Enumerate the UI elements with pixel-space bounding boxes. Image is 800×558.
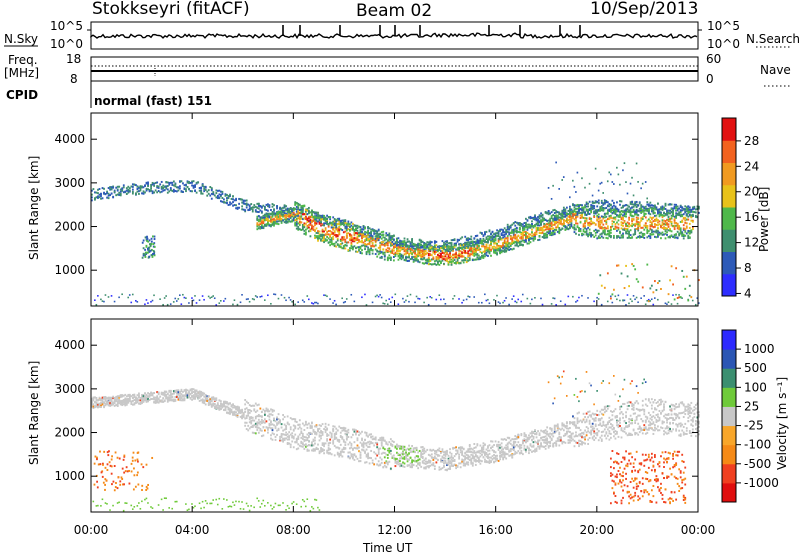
velocity-cbar-tick: -100	[744, 438, 771, 452]
velocity-cbar-tick: 25	[744, 399, 759, 413]
xtick-label: 04:00	[175, 523, 210, 537]
ytick-label: 1000	[54, 469, 85, 483]
beam-title: Beam 02	[356, 1, 432, 21]
freq-tick-high: 18	[66, 52, 81, 66]
power-cbar-tick: 8	[744, 261, 752, 275]
ytick-label: 3000	[54, 382, 85, 396]
cpid-panel: normal (fast) 151	[91, 81, 212, 108]
xtick-label: 16:00	[478, 523, 513, 537]
velocity-colorbar-label: Velocity [m s⁻¹]	[775, 377, 789, 470]
xtick-label: 12:00	[377, 523, 412, 537]
velocity-ylabel: Slant Range [km]	[27, 361, 41, 465]
power-cbar-tick: 4	[744, 286, 752, 300]
velocity-cbar-tick: 100	[744, 380, 767, 394]
freq-label: Freq.	[8, 53, 38, 67]
nave-tick-low: 0	[706, 72, 714, 86]
power-cbar-tick: 28	[744, 134, 759, 148]
xtick-label: 00:00	[681, 523, 716, 537]
velocity-colorbar: 1000 500 100 25 -25 -100 -500 -1000 Velocity [m…	[722, 330, 789, 503]
ytick-label: 2000	[54, 426, 85, 440]
nsearch-tick-high: 10^5	[707, 19, 740, 33]
nsearch-label: N.Search	[746, 32, 800, 46]
velocity-cbar-tick: -25	[744, 419, 764, 433]
cpid-text: normal (fast) 151	[94, 94, 212, 108]
cpid-label: CPID	[6, 88, 38, 102]
xtick-label: 08:00	[276, 523, 311, 537]
x-axis-label: Time UT	[362, 541, 413, 554]
velocity-cbar-tick: 1000	[744, 342, 775, 356]
freq-unit-label: [MHz]	[4, 66, 39, 80]
power-panel: 4000 3000 2000 1000 Slant Range [km]	[27, 113, 700, 306]
freq-tick-low: 8	[70, 72, 78, 86]
ytick-label: 4000	[54, 338, 85, 352]
nave-label: Nave	[760, 63, 791, 77]
nave-tick-high: 60	[706, 52, 721, 66]
ytick-label: 3000	[54, 176, 85, 190]
velocity-cbar-tick: -500	[744, 457, 771, 471]
xtick-label: 00:00	[74, 523, 109, 537]
power-colorbar-label: Power [dB]	[757, 187, 771, 252]
nsearch-tick-low: 10^0	[707, 37, 740, 51]
power-ylabel: Slant Range [km]	[27, 156, 41, 260]
nsky-tick-high: 10^5	[50, 19, 83, 33]
nsky-tick-low: 10^0	[50, 37, 83, 51]
power-cbar-tick: 24	[744, 159, 759, 173]
date-title: 10/Sep/2013	[590, 0, 698, 19]
velocity-cbar-tick: -1000	[744, 476, 779, 490]
ytick-label: 2000	[54, 220, 85, 234]
ytick-label: 1000	[54, 263, 85, 277]
velocity-cbar-tick: 500	[744, 361, 767, 375]
nsky-label: N.Sky	[4, 32, 38, 46]
nsky-panel: 10^5 10^0 10^5 10^0 N.Sky N.Search	[4, 19, 800, 51]
ytick-label: 4000	[54, 132, 85, 146]
nsky-trace	[91, 25, 697, 38]
station-title: Stokkseyri (fitACF)	[92, 0, 250, 19]
xtick-label: 20:00	[580, 523, 615, 537]
